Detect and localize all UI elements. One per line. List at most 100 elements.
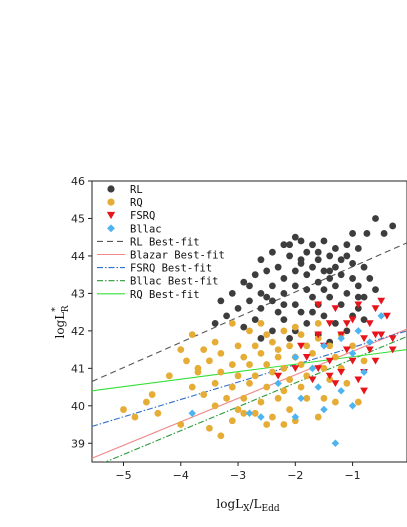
rq-point	[211, 379, 219, 387]
rq-point	[343, 379, 351, 387]
rl-point	[291, 267, 299, 275]
bllac-point	[257, 413, 265, 421]
legend-marker	[107, 224, 115, 233]
y-tick-label: 45	[71, 212, 85, 225]
rq-point	[240, 394, 248, 402]
rl-point	[291, 282, 299, 290]
rq-point	[246, 361, 253, 368]
rl-point	[297, 308, 305, 316]
rq-point	[280, 327, 288, 335]
x-tick-label: −5	[115, 469, 131, 482]
rl-point	[217, 297, 225, 305]
rl-point	[291, 301, 299, 309]
rq-point	[274, 346, 282, 353]
fsrq-point	[348, 357, 357, 365]
fsrq-point	[314, 301, 323, 309]
bllac-point	[354, 327, 363, 335]
rl-point	[269, 248, 276, 256]
fsrq-point	[302, 353, 311, 361]
rq-point	[314, 319, 322, 327]
rl-point	[274, 308, 282, 316]
fsrq-point	[360, 387, 368, 395]
rl-point	[280, 301, 288, 309]
rl-point	[280, 316, 288, 324]
fsrq-point	[377, 331, 386, 339]
x-axis-title: logLX/LEdd	[216, 497, 279, 514]
legend-label: Bllac Best-fit	[130, 276, 219, 288]
rq-point	[280, 387, 288, 395]
rl-point	[263, 293, 271, 301]
bllac-point	[308, 364, 317, 373]
fsrq-point	[348, 316, 357, 324]
rq-point	[257, 398, 265, 406]
rq-point	[314, 334, 322, 342]
rl-point	[320, 267, 328, 275]
y-tick-label: 42	[71, 325, 85, 338]
rl-point	[274, 263, 282, 271]
rl-point	[360, 316, 368, 324]
rl-point	[349, 260, 356, 267]
rl-point	[286, 241, 293, 249]
rq-point	[234, 406, 242, 413]
rl-best-fit-line	[92, 242, 407, 382]
fsrq-point	[371, 305, 380, 313]
fsrq-point	[325, 320, 334, 328]
rl-point	[303, 248, 311, 256]
rl-point	[320, 312, 328, 320]
legend-item-rl: RL	[107, 184, 143, 196]
rq-point	[228, 319, 236, 327]
rl-point	[372, 215, 379, 222]
rq-point	[177, 421, 185, 428]
bllac-point	[320, 342, 328, 350]
rl-point	[246, 282, 253, 290]
rl-point	[228, 290, 236, 297]
fsrq-point	[365, 320, 374, 328]
legend-label: FSRQ Best-fit	[130, 263, 212, 275]
rl-point	[234, 304, 242, 312]
bllac-point	[377, 312, 385, 320]
rl-point	[326, 267, 334, 275]
legend-label: RQ Best-fit	[130, 289, 200, 301]
rq-point	[228, 361, 236, 368]
x-tick-label: −4	[173, 469, 189, 482]
blazar-best-fit-line	[92, 328, 407, 459]
rl-series	[211, 215, 397, 346]
legend-label: Bllac	[130, 223, 162, 235]
rq-point	[223, 394, 230, 402]
rl-point	[240, 278, 248, 286]
rq-point	[206, 424, 213, 432]
bllac-point	[291, 353, 300, 361]
rq-point	[354, 398, 362, 406]
bllac-point	[360, 368, 368, 376]
rl-point	[303, 319, 311, 327]
rl-point	[269, 282, 276, 290]
fsrq-point	[331, 305, 340, 313]
rq-point	[165, 372, 173, 380]
rl-point	[297, 256, 305, 264]
rq-point	[320, 364, 328, 372]
legend-item-rl-best-fit: RL Best-fit	[97, 236, 200, 248]
rq-point	[269, 413, 276, 421]
rq-point	[211, 402, 219, 410]
fsrq-point	[325, 372, 334, 380]
rq-point	[303, 342, 311, 350]
rq-point	[303, 394, 311, 402]
bllac-point	[274, 379, 282, 388]
fsrq-best-fit-line	[92, 330, 407, 427]
rl-point	[257, 304, 265, 312]
rq-point	[120, 406, 127, 413]
rq-point	[206, 357, 213, 365]
rq-point	[303, 372, 311, 380]
y-tick-label: 39	[71, 437, 85, 450]
rl-point	[343, 290, 351, 297]
rq-point	[309, 349, 316, 357]
rq-point	[131, 413, 139, 421]
rq-point	[234, 372, 242, 380]
rq-point	[269, 368, 276, 376]
rq-point	[286, 342, 293, 350]
rq-point	[217, 432, 225, 440]
rl-point	[286, 252, 293, 260]
rq-point	[257, 349, 265, 357]
rl-point	[297, 237, 305, 245]
rq-point	[320, 394, 328, 402]
